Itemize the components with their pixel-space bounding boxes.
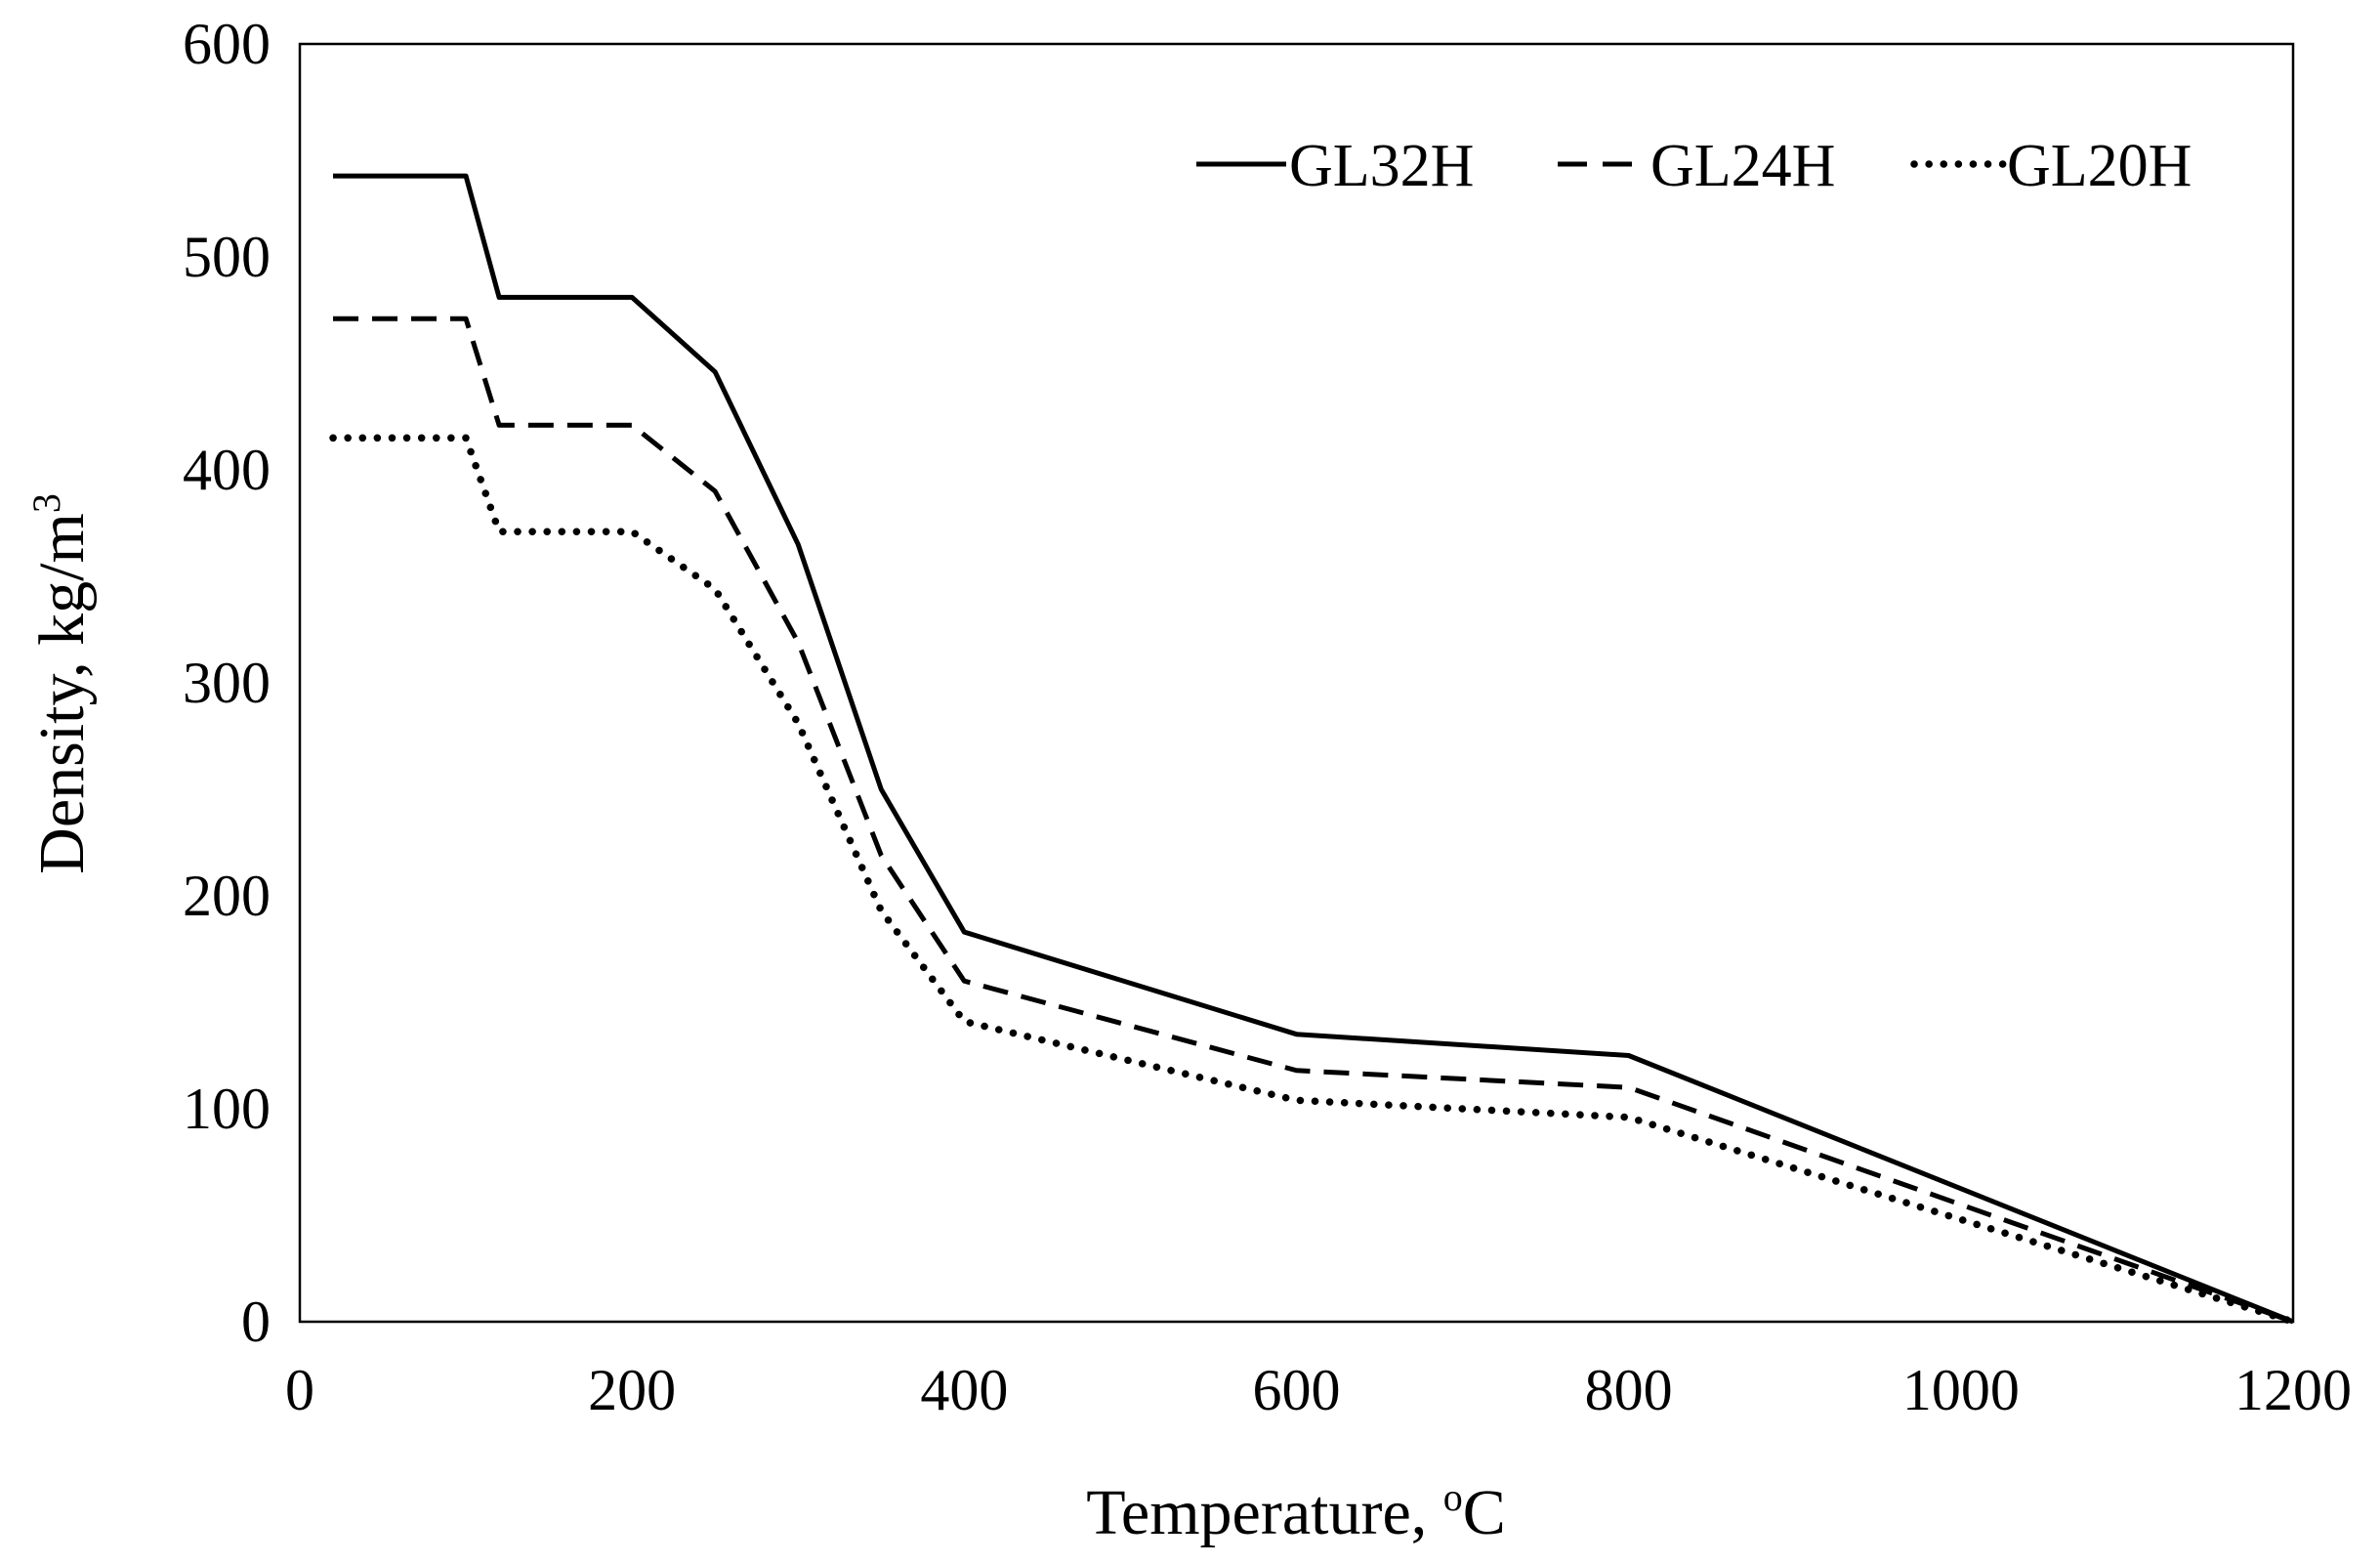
x-tick-label: 1000 xyxy=(1902,1358,2020,1422)
legend-item-gl24h: GL24H xyxy=(1558,133,1835,199)
legend: GL32H GL24H GL20H xyxy=(1196,133,2192,199)
plot-area-border xyxy=(298,42,2295,1324)
x-tick-label: 800 xyxy=(1585,1358,1673,1422)
legend-item-gl20h: GL20H xyxy=(1910,133,2192,199)
x-axis: 0 200 400 600 800 1000 1200 xyxy=(285,1358,2352,1422)
series-layer xyxy=(329,173,2297,1326)
y-tick-label: 400 xyxy=(183,438,271,502)
y-axis: 0 100 200 300 400 500 600 xyxy=(183,12,271,1354)
y-tick-label: 0 xyxy=(241,1289,271,1354)
legend-label: GL32H xyxy=(1289,133,1474,199)
x-axis-title: Temperature, oC xyxy=(1086,1475,1506,1548)
x-tick-label: 200 xyxy=(588,1358,676,1422)
y-axis-title-sup: 3 xyxy=(24,493,68,513)
x-tick-label: 600 xyxy=(1253,1358,1341,1422)
y-tick-label: 500 xyxy=(183,225,271,289)
series-line-gl20h xyxy=(329,434,2297,1326)
series-line-gl32h xyxy=(333,173,2294,1325)
y-tick-label: 200 xyxy=(183,864,271,928)
legend-item-gl32h: GL32H xyxy=(1196,133,1474,199)
legend-label: GL20H xyxy=(2007,133,2192,199)
y-tick-label: 600 xyxy=(183,12,271,76)
x-tick-label: 0 xyxy=(285,1358,314,1422)
x-tick-label: 400 xyxy=(920,1358,1008,1422)
y-axis-title: Density, kg/m3 xyxy=(24,493,98,874)
series-line-gl24h xyxy=(333,316,2294,1325)
x-tick-label: 1200 xyxy=(2234,1358,2352,1422)
y-tick-label: 100 xyxy=(183,1077,271,1141)
legend-label: GL24H xyxy=(1650,133,1835,199)
x-axis-title-sup: o xyxy=(1443,1475,1463,1519)
y-tick-label: 300 xyxy=(183,651,271,715)
